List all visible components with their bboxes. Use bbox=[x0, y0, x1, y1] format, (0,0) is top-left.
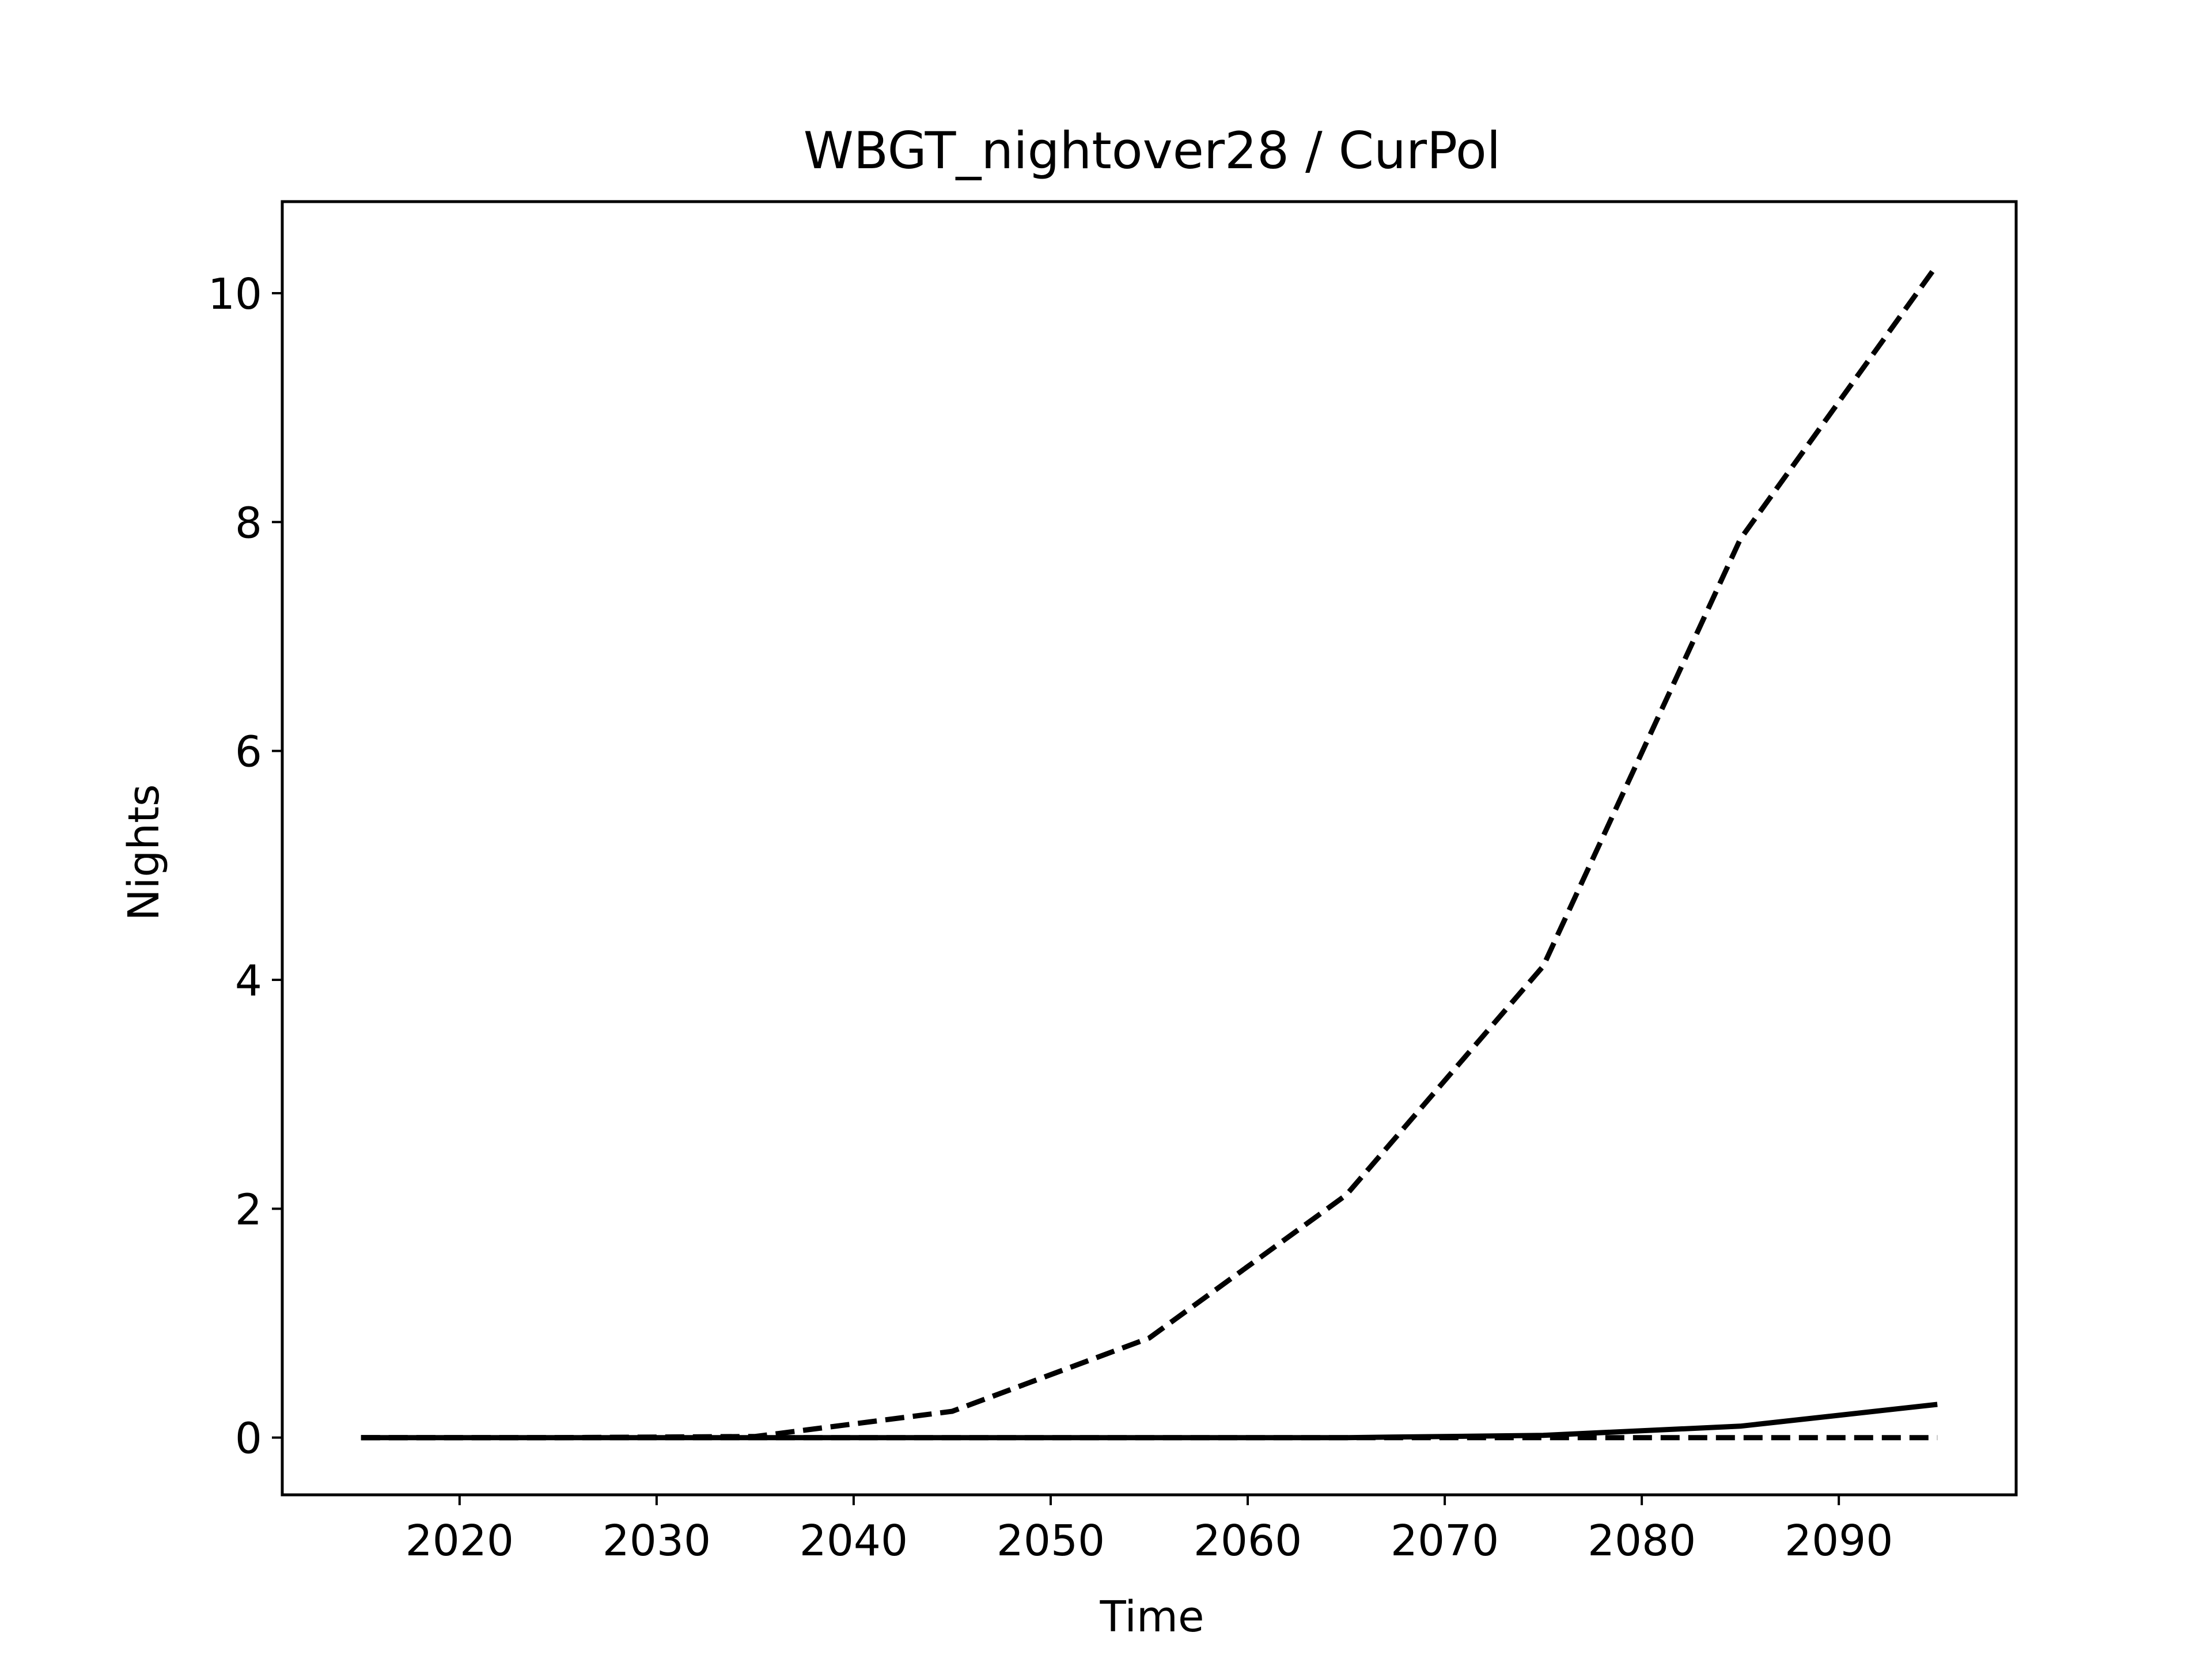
x-tick-label-2030: 2030 bbox=[603, 1516, 711, 1566]
y-tick-label-10: 10 bbox=[208, 270, 262, 319]
x-tick-label-2090: 2090 bbox=[1785, 1516, 1893, 1566]
y-tick-label-2: 2 bbox=[235, 1185, 262, 1234]
x-tick-label-2070: 2070 bbox=[1391, 1516, 1499, 1566]
y-tick-label-4: 4 bbox=[235, 956, 262, 1006]
axes-frame bbox=[281, 200, 2018, 1497]
y-tick-label-6: 6 bbox=[235, 728, 262, 777]
y-tick-label-0: 0 bbox=[235, 1414, 262, 1464]
x-axis-label: Time bbox=[1099, 1592, 1204, 1642]
x-tick-label-2080: 2080 bbox=[1588, 1516, 1696, 1566]
x-tick-label-2060: 2060 bbox=[1194, 1516, 1302, 1566]
plot-area: 2020 2030 2040 2050 2060 2070 2080 2090 0 2 4 6 8 10 bbox=[208, 200, 2018, 1566]
y-tick-label-8: 8 bbox=[235, 498, 262, 548]
chart-title: WBGT_nightover28 / CurPol bbox=[804, 121, 1501, 180]
x-tick-label-2050: 2050 bbox=[997, 1516, 1105, 1566]
x-tick-label-2020: 2020 bbox=[406, 1516, 514, 1566]
x-tick-label-2040: 2040 bbox=[800, 1516, 908, 1566]
y-axis-label: Nights bbox=[119, 784, 169, 921]
